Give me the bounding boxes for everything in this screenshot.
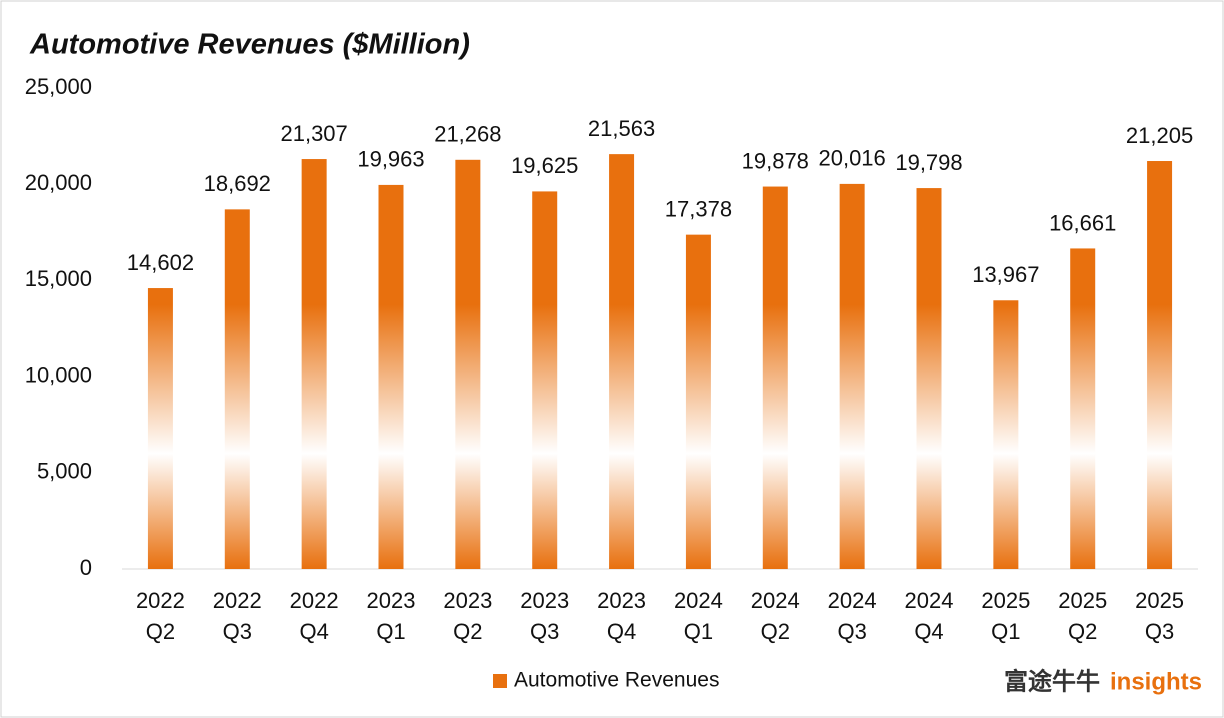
- x-tick-label: 2024: [905, 588, 954, 613]
- x-tick-label: Q2: [1068, 619, 1097, 644]
- x-tick-label: Q4: [299, 619, 328, 644]
- x-tick-label: Q1: [684, 619, 713, 644]
- value-label: 21,205: [1126, 123, 1193, 148]
- value-label: 16,661: [1049, 210, 1116, 235]
- watermark: insights: [1110, 668, 1202, 695]
- bar: [301, 159, 327, 569]
- value-label: 18,692: [204, 171, 271, 196]
- bar: [1147, 161, 1173, 569]
- y-tick-label: 25,000: [25, 74, 92, 99]
- x-tick-label: 2025: [1135, 588, 1184, 613]
- bar: [609, 154, 635, 570]
- x-tick-label: 2023: [367, 588, 416, 613]
- value-label: 19,798: [895, 150, 962, 175]
- value-label: 21,307: [280, 121, 347, 146]
- x-tick-label: 2024: [674, 588, 723, 613]
- value-label: 21,563: [588, 116, 655, 141]
- x-tick-label: Q2: [761, 619, 790, 644]
- value-label: 21,268: [434, 122, 501, 147]
- bar: [839, 183, 865, 570]
- watermark: 富途牛牛: [1004, 667, 1100, 695]
- y-tick-label: 10,000: [25, 362, 92, 387]
- value-label: 13,967: [972, 262, 1039, 287]
- legend-label: Automotive Revenues: [514, 669, 719, 692]
- x-tick-label: Q1: [376, 619, 405, 644]
- x-tick-label: Q4: [607, 619, 636, 644]
- x-tick-label: Q2: [146, 619, 175, 644]
- value-label: 17,378: [665, 196, 732, 221]
- bar: [532, 191, 558, 570]
- y-tick-label: 0: [80, 555, 92, 580]
- x-tick-label: 2024: [828, 588, 877, 613]
- x-tick-label: 2022: [290, 588, 339, 613]
- bar: [224, 209, 250, 570]
- bar: [762, 186, 788, 569]
- bar: [685, 234, 711, 569]
- x-tick-label: Q3: [837, 619, 866, 644]
- x-tick-label: 2022: [136, 588, 185, 613]
- x-tick-label: 2025: [981, 588, 1030, 613]
- bar: [378, 184, 404, 570]
- bar: [916, 188, 942, 569]
- x-tick-label: Q3: [530, 619, 559, 644]
- bar: [455, 159, 481, 569]
- value-label: 14,602: [127, 250, 194, 275]
- x-tick-label: Q2: [453, 619, 482, 644]
- value-label: 19,878: [742, 148, 809, 173]
- bar: [993, 300, 1019, 569]
- x-tick-label: Q4: [914, 619, 943, 644]
- value-label: 20,016: [818, 146, 885, 171]
- legend-swatch: [493, 674, 507, 688]
- chart-title: Automotive Revenues ($Million): [29, 29, 470, 61]
- value-label: 19,963: [357, 147, 424, 172]
- bar: [147, 288, 173, 569]
- x-tick-label: 2025: [1058, 588, 1107, 613]
- x-tick-label: Q3: [1145, 619, 1174, 644]
- x-tick-label: 2022: [213, 588, 262, 613]
- x-tick-label: Q3: [223, 619, 252, 644]
- bar: [1070, 248, 1096, 569]
- y-tick-label: 20,000: [25, 170, 92, 195]
- y-tick-label: 15,000: [25, 266, 92, 291]
- x-tick-label: 2024: [751, 588, 800, 613]
- y-tick-label: 5,000: [37, 459, 92, 484]
- x-tick-label: 2023: [520, 588, 569, 613]
- x-tick-label: 2023: [443, 588, 492, 613]
- x-tick-label: Q1: [991, 619, 1020, 644]
- value-label: 19,625: [511, 153, 578, 178]
- x-tick-label: 2023: [597, 588, 646, 613]
